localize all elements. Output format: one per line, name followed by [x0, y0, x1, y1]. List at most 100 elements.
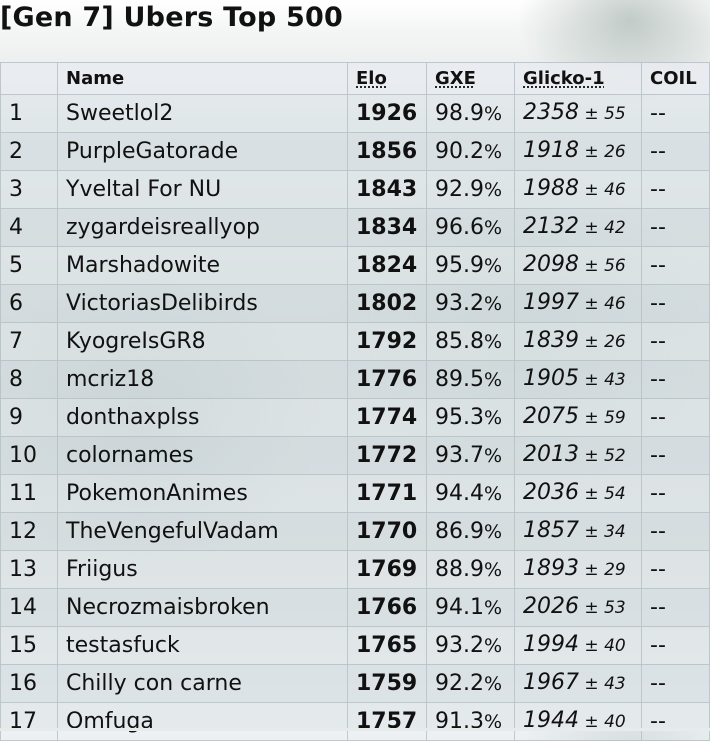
player-name-cell[interactable]: VictoriasDelibirds: [57, 284, 348, 323]
gxe-cell: 95.9%: [426, 246, 515, 285]
ladder-table: Name Elo GXE Glicko-1 COIL 1 Sweetlol2 192…: [0, 62, 710, 741]
coil-cell: --: [641, 246, 710, 285]
glicko-deviation: 56: [604, 256, 626, 276]
gxe-value: 89.5: [435, 366, 484, 392]
coil-cell: --: [641, 208, 710, 247]
glicko-cell: 1994 ± 40: [514, 626, 642, 665]
page-title: [Gen 7] Ubers Top 500: [0, 2, 343, 33]
glicko-rating: 1967: [523, 670, 579, 695]
player-name-cell[interactable]: Chilly con carne: [57, 664, 348, 703]
elo-cell: 1834: [347, 208, 427, 247]
table-row: 14 Necrozmaisbroken 1766 94.1% 2026 ± 53 --: [0, 588, 710, 627]
glicko-cell: 1905 ± 43: [514, 360, 642, 399]
page-bottom-edge: [0, 728, 710, 731]
table-row: 6 VictoriasDelibirds 1802 93.2% 1997 ± 46 --: [0, 284, 710, 323]
player-name-cell[interactable]: KyogreIsGR8: [57, 322, 348, 361]
glicko-cell: 1988 ± 46: [514, 170, 642, 209]
glicko-deviation: 26: [604, 142, 626, 162]
glicko-deviation: 40: [604, 712, 626, 732]
rank-cell: 4: [0, 208, 58, 247]
plus-minus-glyph: ±: [584, 294, 599, 314]
player-name-cell[interactable]: Yveltal For NU: [57, 170, 348, 209]
percent-sign: %: [483, 254, 503, 277]
player-name-cell[interactable]: PokemonAnimes: [57, 474, 348, 513]
elo-cell: 1769: [347, 550, 427, 589]
gxe-cell: 89.5%: [426, 360, 515, 399]
percent-sign: %: [483, 444, 503, 467]
glicko-cell: 2036 ± 54: [514, 474, 642, 513]
gxe-value: 93.7: [435, 442, 484, 468]
player-name-cell[interactable]: colornames: [57, 436, 348, 475]
rank-cell: 1: [0, 94, 58, 133]
gxe-column-header[interactable]: GXE: [426, 62, 515, 95]
player-name-cell[interactable]: zygardeisreallyop: [57, 208, 348, 247]
percent-sign: %: [483, 482, 503, 505]
glicko-cell: 1944 ± 40: [514, 702, 642, 741]
glicko-rating: 1997: [523, 290, 579, 315]
percent-sign: %: [483, 368, 503, 391]
plus-minus-glyph: ±: [584, 446, 599, 466]
percent-sign: %: [483, 520, 503, 543]
plus-minus-glyph: ±: [584, 256, 599, 276]
plus-minus-glyph: ±: [584, 560, 599, 580]
gxe-value: 94.4: [435, 480, 484, 506]
glicko-deviation: 29: [604, 560, 626, 580]
plus-minus-sign: ±: [579, 256, 604, 276]
elo-column-header[interactable]: Elo: [347, 62, 427, 95]
plus-minus-sign: ±: [579, 370, 604, 390]
gxe-value: 85.8: [435, 328, 484, 354]
player-name-cell[interactable]: TheVengefulVadam: [57, 512, 348, 551]
percent-sign: %: [483, 292, 503, 315]
percent-sign: %: [483, 102, 503, 125]
gxe-cell: 93.2%: [426, 626, 515, 665]
table-row: 3 Yveltal For NU 1843 92.9% 1988 ± 46 --: [0, 170, 710, 209]
gxe-cell: 98.9%: [426, 94, 515, 133]
gxe-value: 92.2: [435, 670, 484, 696]
player-name-cell[interactable]: Friigus: [57, 550, 348, 589]
table-row: 5 Marshadowite 1824 95.9% 2098 ± 56 --: [0, 246, 710, 285]
elo-cell: 1770: [347, 512, 427, 551]
glicko-rating: 1857: [523, 518, 579, 543]
rank-cell: 16: [0, 664, 58, 703]
player-name-cell[interactable]: Omfuga: [57, 702, 348, 741]
gxe-cell: 92.2%: [426, 664, 515, 703]
player-name-cell[interactable]: donthaxplss: [57, 398, 348, 437]
plus-minus-glyph: ±: [584, 104, 599, 124]
glicko-deviation: 54: [604, 484, 626, 504]
gxe-cell: 94.1%: [426, 588, 515, 627]
gxe-value: 98.9: [435, 100, 484, 126]
coil-column-header: COIL: [641, 62, 710, 95]
player-name-cell[interactable]: Necrozmaisbroken: [57, 588, 348, 627]
gxe-header-label: GXE: [435, 68, 476, 89]
table-row: 12 TheVengefulVadam 1770 86.9% 1857 ± 34 --: [0, 512, 710, 551]
percent-sign: %: [483, 710, 503, 733]
gxe-value: 90.2: [435, 138, 484, 164]
player-name-cell[interactable]: Marshadowite: [57, 246, 348, 285]
coil-cell: --: [641, 474, 710, 513]
plus-minus-glyph: ±: [584, 332, 599, 352]
glicko-rating: 1839: [523, 328, 579, 353]
table-row: 4 zygardeisreallyop 1834 96.6% 2132 ± 42 --: [0, 208, 710, 247]
plus-minus-glyph: ±: [584, 484, 599, 504]
glicko-cell: 1893 ± 29: [514, 550, 642, 589]
coil-cell: --: [641, 436, 710, 475]
player-name-cell[interactable]: testasfuck: [57, 626, 348, 665]
coil-cell: --: [641, 284, 710, 323]
glicko-deviation: 55: [604, 104, 626, 124]
elo-header-label: Elo: [356, 68, 387, 89]
percent-sign: %: [483, 178, 503, 201]
gxe-cell: 92.9%: [426, 170, 515, 209]
rank-cell: 2: [0, 132, 58, 171]
player-name-cell[interactable]: PurpleGatorade: [57, 132, 348, 171]
glicko-column-header[interactable]: Glicko-1: [514, 62, 642, 95]
plus-minus-glyph: ±: [584, 674, 599, 694]
rank-cell: 9: [0, 398, 58, 437]
plus-minus-sign: ±: [579, 560, 604, 580]
rank-cell: 5: [0, 246, 58, 285]
plus-minus-glyph: ±: [584, 598, 599, 618]
elo-cell: 1856: [347, 132, 427, 171]
player-name-cell[interactable]: Sweetlol2: [57, 94, 348, 133]
glicko-cell: 2026 ± 53: [514, 588, 642, 627]
player-name-cell[interactable]: mcriz18: [57, 360, 348, 399]
glicko-deviation: 40: [604, 636, 626, 656]
